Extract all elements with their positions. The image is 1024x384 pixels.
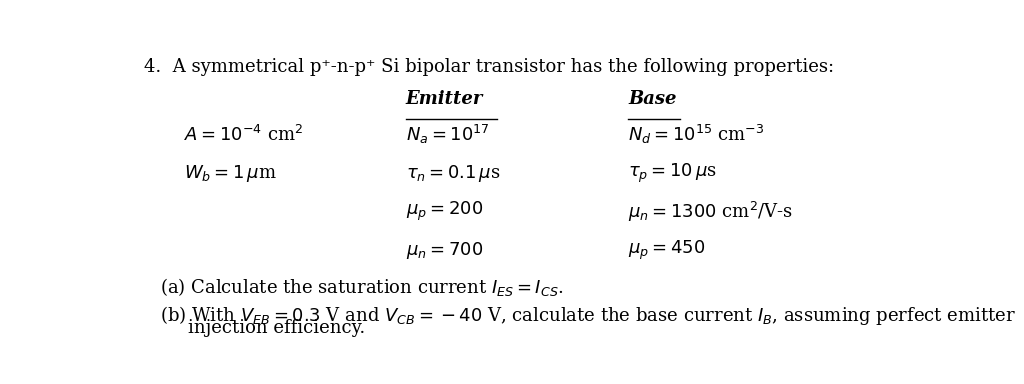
Text: (a) Calculate the saturation current $I_{ES} = I_{CS}$.: (a) Calculate the saturation current $I_… — [160, 276, 563, 298]
Text: $A = 10^{-4}$ cm$^2$: $A = 10^{-4}$ cm$^2$ — [183, 125, 303, 145]
Text: Emitter: Emitter — [406, 90, 483, 108]
Text: $\tau_p = 10\,\mu$s: $\tau_p = 10\,\mu$s — [628, 162, 717, 185]
Text: $\mu_n = 1300$ cm$^2$/V-s: $\mu_n = 1300$ cm$^2$/V-s — [628, 200, 793, 224]
Text: (b) With $V_{EB} = 0.3$ V and $V_{CB} = -40$ V, calculate the base current $I_B$: (b) With $V_{EB} = 0.3$ V and $V_{CB} = … — [160, 304, 1016, 327]
Text: $\tau_n = 0.1\,\mu$s: $\tau_n = 0.1\,\mu$s — [406, 163, 501, 184]
Text: $\mu_n = 700$: $\mu_n = 700$ — [406, 240, 483, 261]
Text: $N_a = 10^{17}$: $N_a = 10^{17}$ — [406, 123, 489, 146]
Text: injection efficiency.: injection efficiency. — [187, 319, 365, 337]
Text: $W_b = 1\,\mu$m: $W_b = 1\,\mu$m — [183, 163, 276, 184]
Text: $N_d = 10^{15}$ cm$^{-3}$: $N_d = 10^{15}$ cm$^{-3}$ — [628, 123, 764, 146]
Text: Base: Base — [628, 90, 677, 108]
Text: $\mu_p = 450$: $\mu_p = 450$ — [628, 238, 706, 262]
Text: 4.  A symmetrical p⁺-n-p⁺ Si bipolar transistor has the following properties:: 4. A symmetrical p⁺-n-p⁺ Si bipolar tran… — [143, 58, 834, 76]
Text: $\mu_p = 200$: $\mu_p = 200$ — [406, 200, 483, 223]
